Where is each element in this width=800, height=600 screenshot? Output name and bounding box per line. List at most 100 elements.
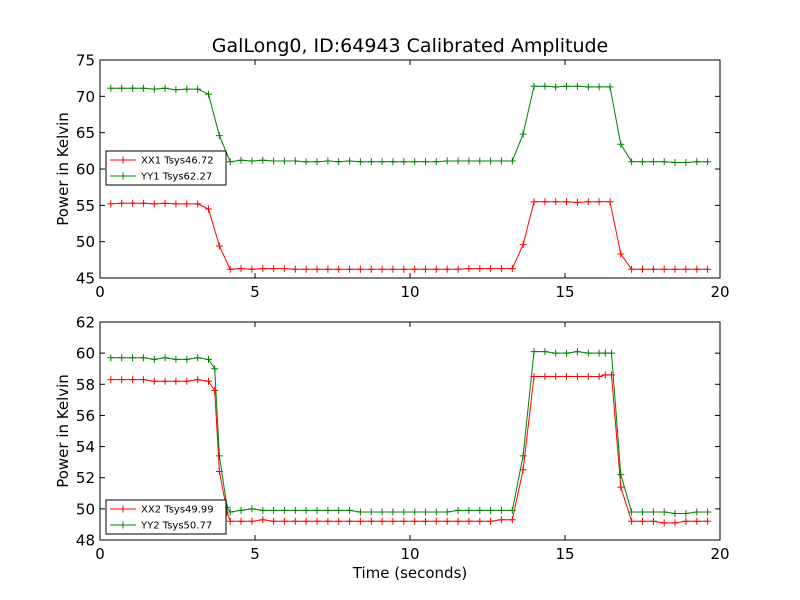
bottom-legend-label-xx2: XX2 Tsys49.99: [141, 505, 214, 516]
top-data-point-0: [530, 198, 538, 206]
bottom-data-point-1: [530, 348, 538, 356]
bottom-data-point-1: [107, 354, 115, 362]
bottom-data-point-1: [649, 508, 657, 516]
bottom-legend-entry-xx2: XX2 Tsys49.99: [110, 505, 214, 516]
top-data-point-0: [497, 265, 505, 273]
top-data-point-0: [519, 241, 527, 249]
top-data-point-0: [324, 265, 332, 273]
top-y-tick-label: 65: [76, 124, 95, 142]
bottom-data-point-1: [541, 348, 549, 356]
bottom-data-point-0: [400, 517, 408, 525]
top-data-point-0: [139, 199, 147, 207]
bottom-data-point-1: [335, 506, 343, 514]
top-data-point-0: [606, 198, 614, 206]
top-data-point-1: [205, 90, 212, 98]
bottom-data-point-0: [476, 517, 484, 525]
bottom-y-axis-label: Power in Kelvin: [54, 374, 72, 488]
bottom-data-point-0: [660, 519, 668, 527]
top-data-point-0: [541, 198, 549, 206]
bottom-data-point-0: [139, 376, 147, 384]
top-data-point-1: [291, 157, 299, 165]
top-data-point-1: [324, 157, 332, 165]
bottom-data-point-1: [660, 508, 668, 516]
top-data-point-0: [161, 199, 169, 207]
top-data-point-0: [237, 265, 245, 273]
top-data-point-0: [411, 265, 419, 273]
top-data-point-0: [552, 198, 560, 206]
bottom-data-point-1: [324, 506, 332, 514]
bottom-data-point-1: [313, 506, 321, 514]
bottom-data-point-0: [454, 517, 462, 525]
bottom-data-point-1: [454, 506, 462, 514]
top-data-point-1: [487, 157, 495, 165]
top-x-tick-label: 10: [400, 283, 419, 301]
bottom-data-point-1: [617, 471, 625, 479]
bottom-data-point-0: [118, 376, 126, 384]
top-data-point-1: [508, 157, 516, 165]
top-x-tick-label: 0: [95, 283, 105, 301]
bottom-legend: XX2 Tsys49.99 YY2 Tsys50.77: [105, 499, 227, 535]
top-data-point-1: [422, 158, 429, 166]
top-data-point-0: [693, 265, 701, 273]
top-data-point-0: [378, 265, 386, 273]
bottom-data-point-1: [563, 349, 570, 357]
top-data-point-1: [639, 158, 646, 166]
top-data-point-1: [573, 82, 581, 90]
bottom-data-point-1: [601, 349, 609, 357]
bottom-legend-box: [105, 499, 227, 535]
bottom-data-point-0: [248, 517, 256, 525]
bottom-data-point-0: [649, 517, 657, 525]
top-data-point-0: [432, 265, 440, 273]
top-y-tick-label: 50: [76, 233, 95, 251]
top-data-point-1: [530, 82, 538, 90]
top-y-tick-label: 55: [76, 197, 95, 215]
bottom-data-point-0: [552, 373, 560, 380]
top-data-point-1: [497, 157, 505, 165]
top-data-point-0: [367, 265, 375, 273]
top-data-point-0: [150, 200, 158, 208]
bottom-axes: 0 5 10 15 20 48 50 52 54 56 58 60 62: [76, 314, 730, 564]
top-data-point-1: [378, 158, 386, 166]
bottom-data-point-1: [476, 506, 484, 514]
bottom-y-tick-label: 50: [76, 500, 95, 518]
top-data-point-0: [487, 265, 495, 273]
top-data-point-1: [118, 84, 126, 92]
top-data-point-0: [671, 265, 679, 273]
top-data-point-1: [693, 158, 701, 166]
top-data-point-1: [129, 84, 137, 92]
bottom-data-point-0: [346, 517, 354, 525]
bottom-data-point-0: [497, 516, 505, 524]
bottom-data-point-1: [432, 508, 440, 516]
bottom-data-point-0: [617, 483, 625, 491]
top-data-point-0: [573, 198, 581, 206]
bottom-y-tick-label: 62: [76, 314, 95, 332]
top-data-point-1: [465, 157, 473, 165]
bottom-data-point-1: [584, 349, 592, 357]
top-data-point-0: [259, 265, 267, 273]
bottom-data-point-1: [259, 506, 267, 514]
bottom-data-point-0: [432, 517, 440, 525]
top-data-point-1: [215, 132, 223, 140]
top-data-point-1: [367, 158, 375, 166]
top-data-point-1: [346, 157, 354, 165]
top-data-point-1: [541, 82, 549, 90]
top-data-point-0: [172, 200, 180, 208]
top-data-point-0: [248, 265, 256, 273]
top-data-point-1: [476, 157, 484, 165]
bottom-data-point-0: [573, 373, 581, 380]
bottom-data-point-0: [601, 371, 609, 379]
bottom-data-point-0: [194, 376, 202, 384]
top-data-point-0: [704, 265, 712, 273]
top-data-point-1: [411, 158, 419, 166]
bottom-data-point-0: [237, 517, 245, 525]
top-data-point-0: [508, 265, 516, 273]
bottom-data-point-0: [150, 377, 158, 385]
top-data-point-1: [552, 83, 560, 91]
bottom-data-point-1: [443, 508, 451, 516]
bottom-data-point-0: [302, 517, 310, 525]
bottom-data-point-1: [422, 508, 429, 516]
top-data-point-0: [649, 265, 657, 273]
top-data-point-1: [432, 158, 440, 166]
bottom-data-point-1: [356, 508, 364, 516]
top-data-point-1: [606, 83, 614, 91]
